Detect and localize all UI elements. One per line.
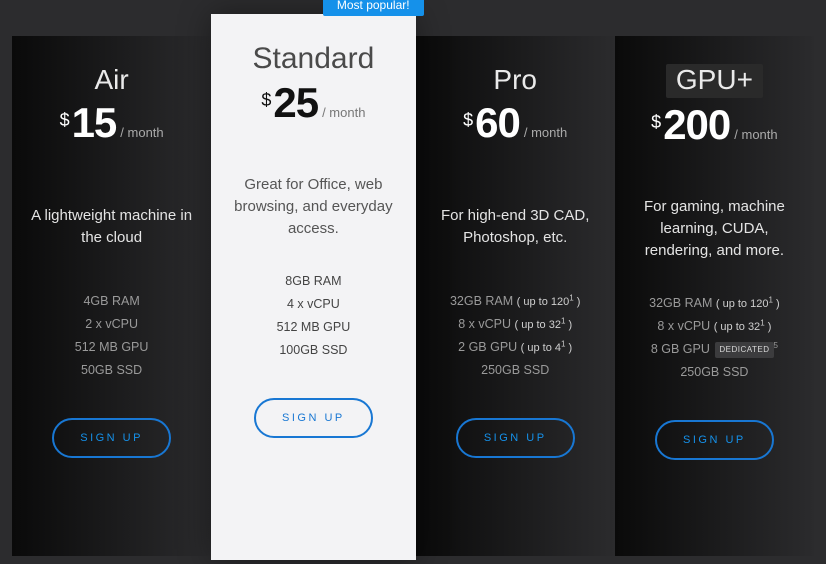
plan-name: GPU+ <box>666 64 763 98</box>
price-row: $ 25 / month <box>261 82 365 124</box>
plan-specs: 8GB RAM 4 x vCPU 512 MB GPU 100GB SSD <box>277 270 351 370</box>
spec-line: 8 x vCPU ( up to 321 ) <box>649 315 779 338</box>
signup-button[interactable]: SIGN UP <box>254 398 373 438</box>
price-amount: 60 <box>475 102 520 144</box>
price-row: $ 60 / month <box>463 102 567 144</box>
spec-line: 512 MB GPU <box>277 316 351 339</box>
signup-button[interactable]: SIGN UP <box>655 420 774 460</box>
signup-button[interactable]: SIGN UP <box>456 418 575 458</box>
pricing-card-pro: Pro $ 60 / month For high-end 3D CAD, Ph… <box>416 36 615 556</box>
dedicated-pill: DEDICATED <box>715 342 773 359</box>
spec-line: 2 GB GPU ( up to 41 ) <box>450 336 580 359</box>
currency-symbol: $ <box>651 112 661 133</box>
price-period: / month <box>524 125 567 140</box>
spec-line: 32GB RAM ( up to 1201 ) <box>450 290 580 313</box>
price-row: $ 200 / month <box>651 104 777 146</box>
plan-description: Great for Office, web browsing, and ever… <box>225 166 401 248</box>
spec-line: 8 x vCPU ( up to 321 ) <box>450 313 580 336</box>
spec-line: 250GB SSD <box>450 359 580 382</box>
plan-specs: 4GB RAM 2 x vCPU 512 MB GPU 50GB SSD <box>75 290 149 390</box>
price-period: / month <box>120 125 163 140</box>
spec-line: 512 MB GPU <box>75 336 149 359</box>
spec-line: 8 GB GPU DEDICATED5 <box>649 338 779 361</box>
pricing-card-standard: Most popular! Standard $ 25 / month Grea… <box>211 14 415 560</box>
currency-symbol: $ <box>463 110 473 131</box>
price-period: / month <box>322 105 365 120</box>
plan-description: For gaming, machine learning, CUDA, rend… <box>629 188 800 270</box>
price-period: / month <box>734 127 777 142</box>
spec-line: 250GB SSD <box>649 361 779 384</box>
spec-line: 8GB RAM <box>277 270 351 293</box>
plan-name: Air <box>94 64 128 96</box>
price-amount: 25 <box>273 82 318 124</box>
price-amount: 200 <box>663 104 730 146</box>
plan-description: A lightweight machine in the cloud <box>26 186 197 268</box>
plan-name: Standard <box>253 42 375 76</box>
plan-specs: 32GB RAM ( up to 1201 ) 8 x vCPU ( up to… <box>649 292 779 392</box>
plan-description: For high-end 3D CAD, Photoshop, etc. <box>430 186 601 268</box>
most-popular-badge: Most popular! <box>323 0 424 16</box>
currency-symbol: $ <box>261 90 271 111</box>
spec-line: 4GB RAM <box>75 290 149 313</box>
pricing-card-gpu-plus: GPU+ $ 200 / month For gaming, machine l… <box>615 36 814 556</box>
price-row: $ 15 / month <box>60 102 164 144</box>
spec-line: 100GB SSD <box>277 339 351 362</box>
spec-line: 32GB RAM ( up to 1201 ) <box>649 292 779 315</box>
pricing-card-air: Air $ 15 / month A lightweight machine i… <box>12 36 211 556</box>
spec-line: 50GB SSD <box>75 359 149 382</box>
plan-name: Pro <box>493 64 537 96</box>
plan-specs: 32GB RAM ( up to 1201 ) 8 x vCPU ( up to… <box>450 290 580 390</box>
spec-line: 4 x vCPU <box>277 293 351 316</box>
currency-symbol: $ <box>60 110 70 131</box>
signup-button[interactable]: SIGN UP <box>52 418 171 458</box>
spec-line: 2 x vCPU <box>75 313 149 336</box>
price-amount: 15 <box>72 102 117 144</box>
